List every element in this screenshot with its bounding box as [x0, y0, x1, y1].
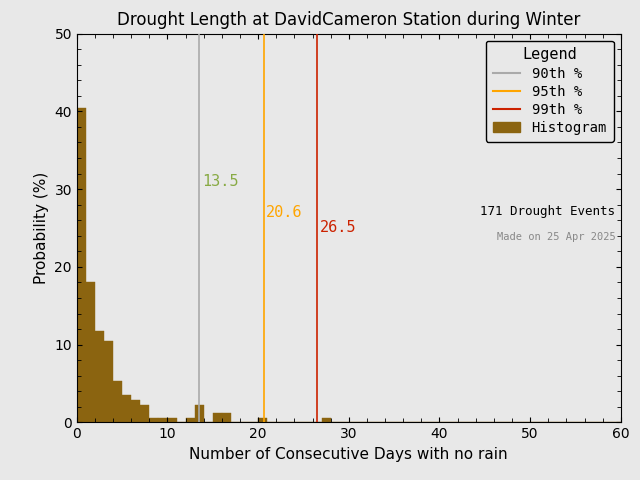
- Bar: [104, 341, 113, 422]
- Bar: [113, 381, 122, 422]
- Y-axis label: Probability (%): Probability (%): [34, 172, 49, 284]
- Bar: [140, 405, 149, 422]
- X-axis label: Number of Consecutive Days with no rain: Number of Consecutive Days with no rain: [189, 447, 508, 462]
- Title: Drought Length at DavidCameron Station during Winter: Drought Length at DavidCameron Station d…: [117, 11, 580, 29]
- Bar: [258, 418, 268, 422]
- Text: 26.5: 26.5: [320, 220, 356, 236]
- Bar: [77, 108, 86, 422]
- Bar: [212, 413, 222, 422]
- Bar: [195, 405, 204, 422]
- Bar: [122, 395, 131, 422]
- Legend: 90th %, 95th %, 99th %, Histogram: 90th %, 95th %, 99th %, Histogram: [486, 40, 614, 142]
- Bar: [321, 418, 331, 422]
- Bar: [168, 418, 177, 422]
- Text: 20.6: 20.6: [266, 205, 303, 220]
- Bar: [186, 418, 195, 422]
- Bar: [95, 331, 104, 422]
- Bar: [86, 282, 95, 422]
- Text: Made on 25 Apr 2025: Made on 25 Apr 2025: [497, 232, 615, 242]
- Text: 13.5: 13.5: [202, 174, 239, 189]
- Bar: [222, 413, 231, 422]
- Text: 171 Drought Events: 171 Drought Events: [481, 204, 615, 217]
- Bar: [158, 418, 168, 422]
- Bar: [149, 418, 158, 422]
- Bar: [131, 400, 140, 422]
